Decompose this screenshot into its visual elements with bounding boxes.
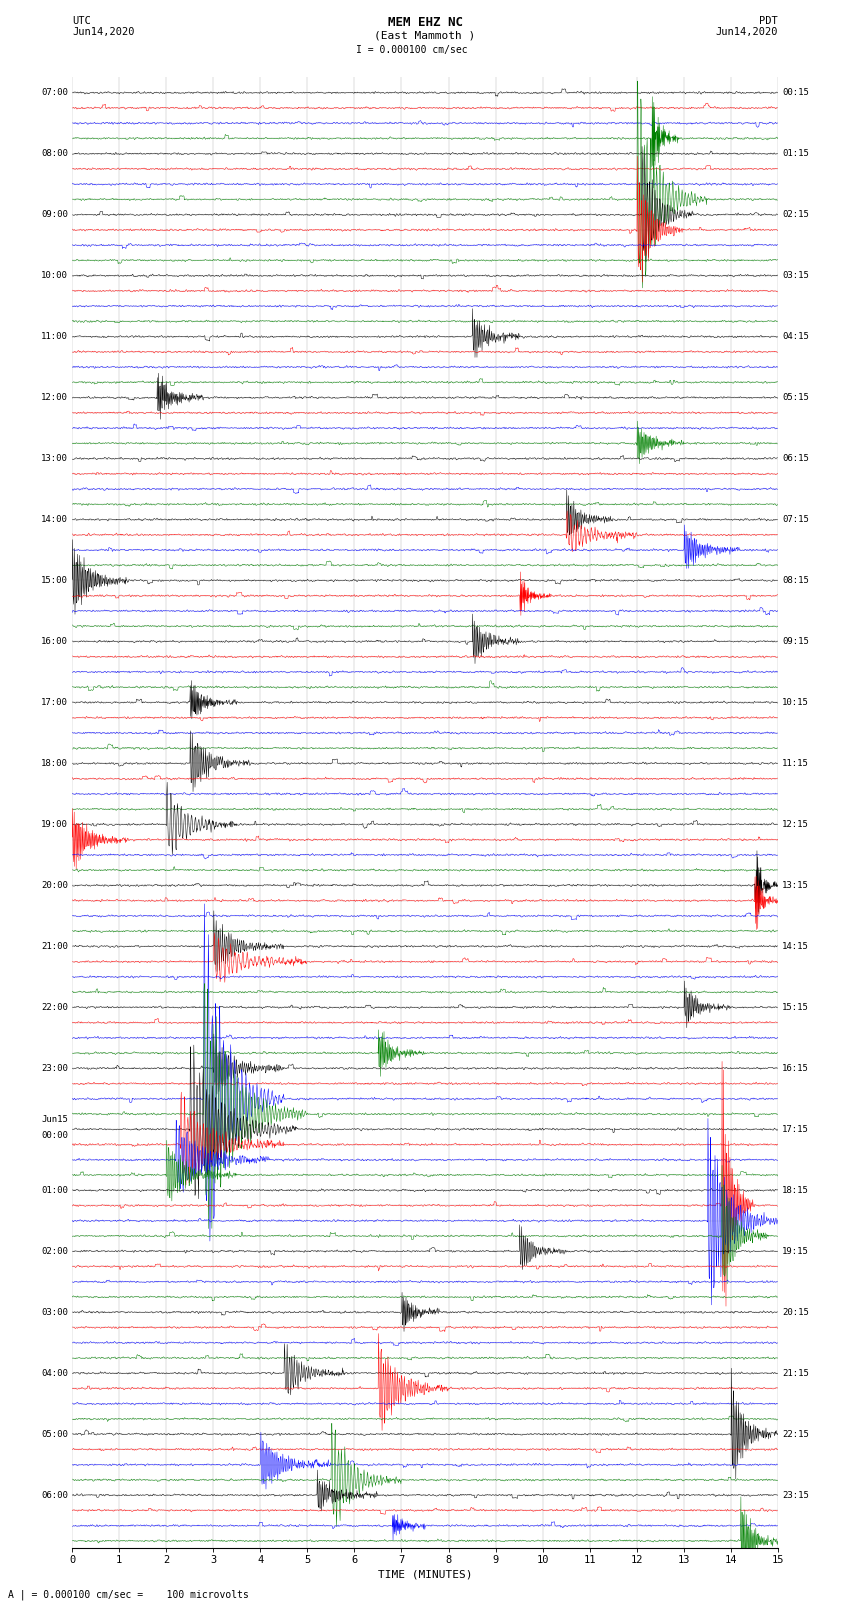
Text: 19:00: 19:00 — [41, 819, 68, 829]
Text: 09:15: 09:15 — [782, 637, 809, 645]
Text: 00:00: 00:00 — [41, 1131, 68, 1140]
Text: 18:00: 18:00 — [41, 758, 68, 768]
Text: 08:00: 08:00 — [41, 148, 68, 158]
Text: 05:00: 05:00 — [41, 1429, 68, 1439]
Text: MEM EHZ NC: MEM EHZ NC — [388, 16, 462, 29]
Text: 21:15: 21:15 — [782, 1369, 809, 1378]
Text: 17:15: 17:15 — [782, 1124, 809, 1134]
Text: 04:15: 04:15 — [782, 332, 809, 340]
Text: 22:15: 22:15 — [782, 1429, 809, 1439]
Text: 23:00: 23:00 — [41, 1065, 68, 1073]
Text: 23:15: 23:15 — [782, 1490, 809, 1500]
Text: 11:15: 11:15 — [782, 758, 809, 768]
Text: 10:15: 10:15 — [782, 698, 809, 706]
Text: UTC: UTC — [72, 16, 91, 26]
Text: 13:15: 13:15 — [782, 881, 809, 890]
Text: 01:15: 01:15 — [782, 148, 809, 158]
Text: PDT: PDT — [759, 16, 778, 26]
Text: 03:15: 03:15 — [782, 271, 809, 281]
Text: 07:15: 07:15 — [782, 515, 809, 524]
Text: 14:00: 14:00 — [41, 515, 68, 524]
Text: 02:00: 02:00 — [41, 1247, 68, 1255]
Text: 06:15: 06:15 — [782, 453, 809, 463]
Text: 18:15: 18:15 — [782, 1186, 809, 1195]
Text: 11:00: 11:00 — [41, 332, 68, 340]
Text: 22:00: 22:00 — [41, 1003, 68, 1011]
Text: A | = 0.000100 cm/sec =    100 microvolts: A | = 0.000100 cm/sec = 100 microvolts — [8, 1589, 249, 1600]
Text: 17:00: 17:00 — [41, 698, 68, 706]
Text: 14:15: 14:15 — [782, 942, 809, 950]
Text: 02:15: 02:15 — [782, 210, 809, 219]
X-axis label: TIME (MINUTES): TIME (MINUTES) — [377, 1569, 473, 1579]
Text: Jun14,2020: Jun14,2020 — [715, 27, 778, 37]
Text: 16:15: 16:15 — [782, 1065, 809, 1073]
Text: 03:00: 03:00 — [41, 1308, 68, 1316]
Text: Jun15: Jun15 — [41, 1116, 68, 1124]
Text: 01:00: 01:00 — [41, 1186, 68, 1195]
Text: 04:00: 04:00 — [41, 1369, 68, 1378]
Text: 08:15: 08:15 — [782, 576, 809, 586]
Text: 07:00: 07:00 — [41, 89, 68, 97]
Text: 12:00: 12:00 — [41, 394, 68, 402]
Text: 20:15: 20:15 — [782, 1308, 809, 1316]
Text: 21:00: 21:00 — [41, 942, 68, 950]
Text: 19:15: 19:15 — [782, 1247, 809, 1255]
Text: 00:15: 00:15 — [782, 89, 809, 97]
Text: I = 0.000100 cm/sec: I = 0.000100 cm/sec — [356, 45, 468, 55]
Text: 06:00: 06:00 — [41, 1490, 68, 1500]
Text: 05:15: 05:15 — [782, 394, 809, 402]
Text: 16:00: 16:00 — [41, 637, 68, 645]
Text: 10:00: 10:00 — [41, 271, 68, 281]
Text: 12:15: 12:15 — [782, 819, 809, 829]
Text: 09:00: 09:00 — [41, 210, 68, 219]
Text: 13:00: 13:00 — [41, 453, 68, 463]
Text: 15:15: 15:15 — [782, 1003, 809, 1011]
Text: 20:00: 20:00 — [41, 881, 68, 890]
Text: (East Mammoth ): (East Mammoth ) — [374, 31, 476, 40]
Text: Jun14,2020: Jun14,2020 — [72, 27, 135, 37]
Text: 15:00: 15:00 — [41, 576, 68, 586]
